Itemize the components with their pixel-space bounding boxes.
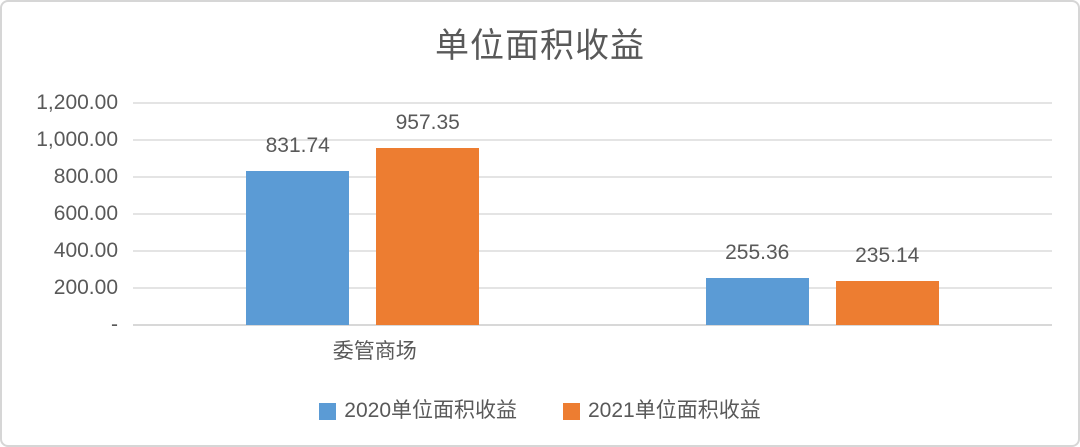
legend-item-2020: 2020单位面积收益 xyxy=(319,398,517,424)
y-axis-tick-label: 1,000.00 xyxy=(36,128,118,151)
y-axis-tick-label: 1,200.00 xyxy=(36,91,118,114)
legend-swatch-2021-icon xyxy=(563,402,580,420)
gridline xyxy=(133,176,1052,178)
legend-label-2021: 2021单位面积收益 xyxy=(588,399,761,422)
bar-series1-cat0 xyxy=(376,147,480,325)
legend-label-2020: 2020单位面积收益 xyxy=(344,399,517,422)
x-axis-line xyxy=(133,324,1052,326)
y-axis-tick-label: 600.00 xyxy=(53,202,118,225)
gridline xyxy=(133,213,1052,215)
chart-legend: 2020单位面积收益 2021单位面积收益 xyxy=(2,398,1078,424)
chart-title: 单位面积收益 xyxy=(435,27,645,65)
bar-value-label: 235.14 xyxy=(855,244,920,268)
gridline xyxy=(133,139,1052,141)
bar-value-label: 957.35 xyxy=(395,110,460,134)
gridline xyxy=(133,102,1052,104)
y-axis-tick-label: 400.00 xyxy=(53,239,118,262)
legend-item-2021: 2021单位面积收益 xyxy=(563,398,761,424)
x-axis-category-label: 委管商场 xyxy=(332,340,417,363)
y-axis-tick-label: 200.00 xyxy=(53,276,118,299)
bar-series1-cat1 xyxy=(835,281,939,325)
bar-value-label: 831.74 xyxy=(265,134,330,158)
gridline xyxy=(133,287,1052,289)
gridline xyxy=(133,250,1052,252)
bar-series0-cat0 xyxy=(246,171,350,325)
legend-swatch-2020-icon xyxy=(319,402,337,420)
y-axis-tick-label: 800.00 xyxy=(53,165,118,188)
y-axis-tick-label: - xyxy=(111,313,118,336)
bar-series0-cat1 xyxy=(705,277,809,325)
bar-value-label: 255.36 xyxy=(725,240,790,264)
